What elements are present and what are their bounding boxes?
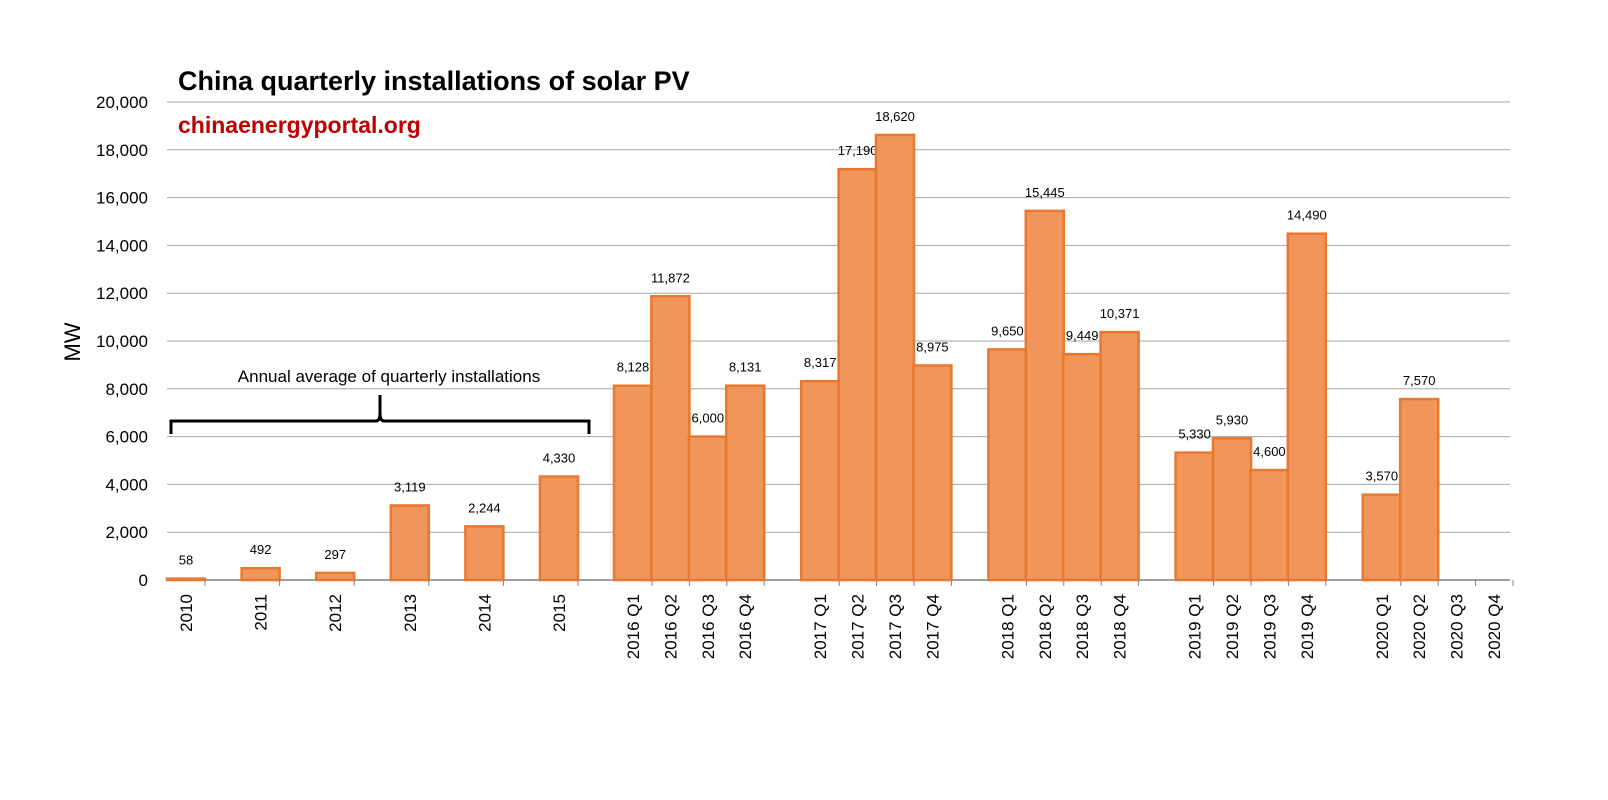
- x-tick-label: 2019 Q1: [1186, 594, 1205, 659]
- bar: [538, 475, 580, 582]
- bar: [687, 435, 729, 582]
- x-tick-label: 2016 Q3: [699, 594, 718, 659]
- x-tick-label: 2017 Q2: [849, 594, 868, 659]
- x-tick-label: 2016 Q2: [661, 594, 680, 659]
- data-label: 8,975: [916, 339, 949, 354]
- bar: [1286, 232, 1328, 582]
- y-tick-label: 0: [139, 571, 148, 590]
- bar: [987, 348, 1028, 582]
- bar: [650, 295, 691, 582]
- bar: [1211, 437, 1253, 582]
- x-tick-label: 2018 Q3: [1073, 594, 1092, 659]
- y-tick-label: 14,000: [96, 236, 148, 255]
- data-label: 5,930: [1216, 412, 1249, 427]
- data-label: 9,650: [991, 323, 1024, 338]
- x-tick-label: 2019 Q4: [1298, 594, 1317, 659]
- chart-subtitle: chinaenergyportal.org: [178, 112, 421, 138]
- x-tick-label: 2020 Q2: [1410, 594, 1429, 659]
- bar: [724, 384, 766, 582]
- data-label: 58: [179, 553, 193, 568]
- x-tick-label: 2010: [177, 594, 196, 632]
- y-axis-label: MW: [60, 322, 85, 361]
- bar: [799, 379, 841, 582]
- data-label: 4,600: [1253, 444, 1286, 459]
- x-tick-label: 2020 Q4: [1485, 594, 1504, 659]
- data-label: 3,570: [1366, 469, 1399, 484]
- bar: [464, 525, 505, 582]
- data-label: 10,371: [1100, 306, 1140, 321]
- x-tick-label: 2013: [401, 594, 420, 632]
- x-tick-label: 2018 Q4: [1111, 594, 1130, 659]
- x-tick-label: 2016 Q4: [736, 594, 755, 659]
- bar: [1061, 352, 1103, 582]
- data-label: 3,119: [394, 479, 426, 494]
- data-label: 2,244: [468, 500, 501, 515]
- data-label: 8,317: [804, 355, 837, 370]
- data-label: 8,131: [729, 360, 762, 375]
- data-label: 5,330: [1178, 427, 1211, 442]
- data-label: 6,000: [692, 411, 725, 426]
- data-label: 8,128: [617, 360, 650, 375]
- bar: [1024, 209, 1066, 582]
- y-tick-label: 2,000: [105, 523, 148, 542]
- y-tick-label: 4,000: [105, 475, 148, 494]
- x-tick-label: 2016 Q1: [624, 594, 643, 659]
- data-label: 4,330: [543, 451, 576, 466]
- bar: [1099, 330, 1140, 582]
- y-tick-label: 8,000: [105, 380, 148, 399]
- x-tick-label: 2018 Q2: [1036, 594, 1055, 659]
- data-label: 15,445: [1025, 185, 1065, 200]
- chart-title: China quarterly installations of solar P…: [178, 66, 690, 96]
- x-tick-label: 2019 Q3: [1260, 594, 1279, 659]
- y-tick-label: 6,000: [105, 428, 148, 447]
- x-tick-label: 2012: [326, 594, 345, 632]
- x-tick-label: 2014: [475, 594, 494, 632]
- data-label: 18,620: [875, 109, 915, 124]
- bar: [165, 577, 207, 582]
- data-label: 492: [250, 542, 272, 557]
- x-tick-label: 2020 Q1: [1373, 594, 1392, 659]
- y-tick-label: 10,000: [96, 332, 148, 351]
- bar: [912, 364, 953, 582]
- y-tick-label: 12,000: [96, 284, 148, 303]
- x-tick-label: 2020 Q3: [1448, 594, 1467, 659]
- bar: [1361, 493, 1403, 582]
- bar: [314, 571, 356, 582]
- annotation-text: Annual average of quarterly installation…: [238, 367, 540, 386]
- x-tick-label: 2019 Q2: [1223, 594, 1242, 659]
- data-label: 17,190: [838, 143, 878, 158]
- data-label: 11,872: [651, 270, 690, 285]
- data-label: 7,570: [1403, 373, 1436, 388]
- data-label: 14,490: [1287, 208, 1327, 223]
- annotation-brace: [169, 395, 591, 434]
- bar: [389, 504, 431, 582]
- bar: [837, 167, 878, 582]
- x-tick-label: 2011: [252, 594, 271, 631]
- bar: [612, 384, 654, 582]
- bar: [1249, 468, 1290, 582]
- y-tick-label: 16,000: [96, 189, 148, 208]
- x-tick-label: 2015: [550, 594, 569, 632]
- x-tick-label: 2017 Q4: [923, 594, 942, 659]
- bar: [1398, 397, 1440, 582]
- x-tick-label: 2017 Q1: [811, 594, 830, 659]
- x-tick-label: 2017 Q3: [886, 594, 905, 659]
- data-label: 9,449: [1066, 328, 1099, 343]
- bar: [1174, 451, 1215, 582]
- x-tick-label: 2018 Q1: [998, 594, 1017, 659]
- bar: [240, 566, 281, 582]
- y-tick-label: 20,000: [96, 93, 148, 112]
- y-tick-label: 18,000: [96, 141, 148, 160]
- bar: [874, 133, 916, 582]
- data-label: 297: [324, 547, 346, 562]
